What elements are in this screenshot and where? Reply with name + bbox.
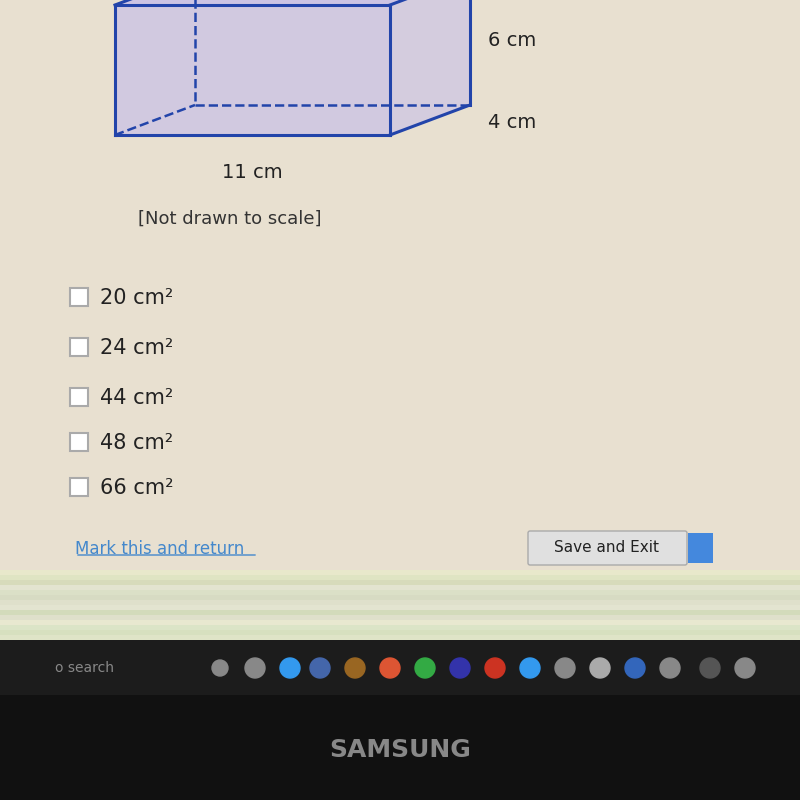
Circle shape [450,658,470,678]
Bar [688,533,713,563]
Bar [0,635,800,640]
Bar [70,388,88,406]
Text: SAMSUNG: SAMSUNG [329,738,471,762]
Text: 44 cm²: 44 cm² [100,388,174,408]
Bar [0,0,800,640]
Text: Save and Exit: Save and Exit [554,541,659,555]
Circle shape [625,658,645,678]
Bar [0,625,800,630]
Text: 24 cm²: 24 cm² [100,338,174,358]
Bar [0,610,800,615]
Text: 20 cm²: 20 cm² [100,288,174,308]
Text: o search: o search [55,661,114,675]
Circle shape [520,658,540,678]
Circle shape [245,658,265,678]
Bar [0,695,800,800]
Bar [0,630,800,635]
Circle shape [310,658,330,678]
Bar [0,605,800,610]
Bar [0,615,800,620]
Circle shape [590,658,610,678]
Circle shape [212,660,228,676]
Bar [0,595,800,600]
Circle shape [415,658,435,678]
Circle shape [700,658,720,678]
Bar [0,590,800,595]
Bar [70,433,88,451]
Circle shape [735,658,755,678]
Text: 6 cm: 6 cm [488,30,536,50]
Text: 66 cm²: 66 cm² [100,478,174,498]
Polygon shape [115,0,470,5]
Bar [0,585,800,590]
Bar [0,575,800,580]
Circle shape [555,658,575,678]
Text: 48 cm²: 48 cm² [100,433,174,453]
FancyBboxPatch shape [528,531,687,565]
Bar [70,288,88,306]
Text: [Not drawn to scale]: [Not drawn to scale] [138,210,322,228]
Bar [0,600,800,605]
Circle shape [660,658,680,678]
Text: 11 cm: 11 cm [222,163,283,182]
Bar [70,338,88,356]
Circle shape [485,658,505,678]
Bar [0,640,800,695]
Bar [70,478,88,496]
Bar [0,570,800,575]
Bar [0,620,800,625]
Circle shape [380,658,400,678]
Polygon shape [115,5,390,135]
Bar [0,580,800,585]
Text: 4 cm: 4 cm [488,113,536,132]
Circle shape [345,658,365,678]
Polygon shape [390,0,470,135]
Circle shape [280,658,300,678]
Text: Mark this and return: Mark this and return [75,540,244,558]
